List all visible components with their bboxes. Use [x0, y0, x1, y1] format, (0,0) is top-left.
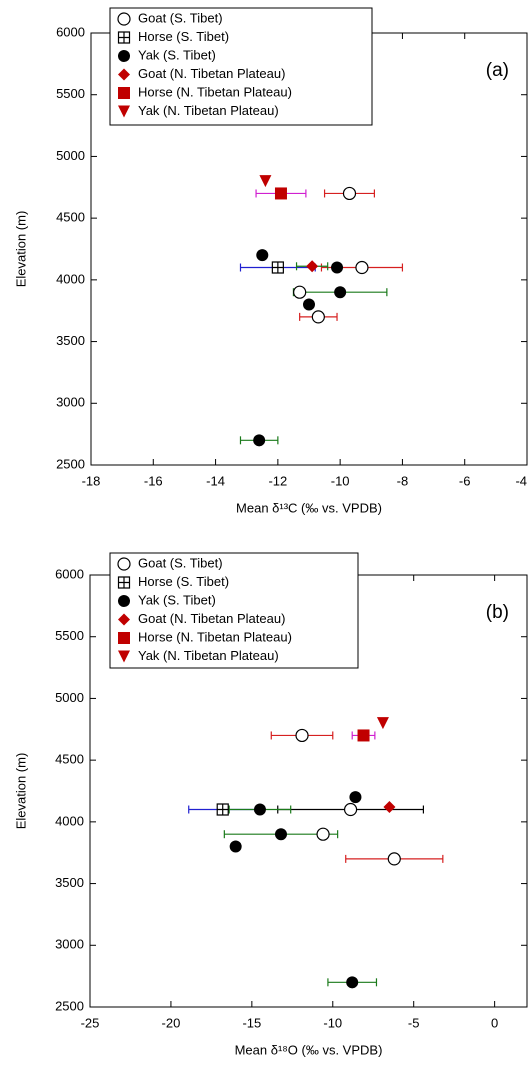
y-tick-label: 3000 — [55, 937, 84, 952]
y-tick-label: 4500 — [55, 752, 84, 767]
x-tick-label: -6 — [459, 473, 471, 488]
x-tick-label: -18 — [82, 473, 101, 488]
x-tick-label: -12 — [268, 473, 287, 488]
marker — [293, 285, 307, 299]
legend-label: Yak (S. Tibet) — [138, 47, 216, 62]
legend: Goat (S. Tibet) Horse (S. Tibet) Yak (S. T… — [109, 7, 373, 126]
marker — [274, 828, 287, 841]
marker — [118, 632, 130, 644]
x-tick-label: -8 — [397, 473, 409, 488]
marker — [259, 175, 272, 188]
marker — [316, 827, 330, 841]
x-tick-label: -15 — [242, 1015, 261, 1030]
legend-label: Goat (S. Tibet) — [138, 555, 223, 570]
legend-label: Horse (N. Tibetan Plateau) — [138, 84, 292, 99]
marker — [253, 803, 266, 816]
legend-label: Goat (S. Tibet) — [138, 10, 223, 25]
marker — [118, 87, 130, 99]
x-tick-label: -10 — [331, 473, 350, 488]
marker — [311, 310, 325, 324]
y-tick-label: 2500 — [56, 456, 85, 471]
marker — [253, 434, 266, 447]
marker — [343, 802, 358, 817]
legend-box — [109, 552, 359, 669]
legend-label: Goat (N. Tibetan Plateau) — [138, 66, 285, 81]
y-tick-label: 4500 — [56, 210, 85, 225]
marker — [118, 650, 130, 663]
panel-label: (a) — [486, 60, 509, 81]
marker — [117, 31, 131, 44]
legend-label: Horse (S. Tibet) — [138, 574, 229, 589]
legend-label: Goat (N. Tibetan Plateau) — [138, 611, 285, 626]
y-tick-label: 4000 — [55, 813, 84, 828]
x-axis-label: Mean δ¹³C (‰ vs. VPDB) — [236, 500, 382, 515]
x-tick-label: -14 — [206, 473, 225, 488]
marker — [346, 976, 359, 989]
legend-label: Horse (N. Tibetan Plateau) — [138, 629, 292, 644]
x-tick-label: -25 — [81, 1015, 100, 1030]
y-tick-label: 5500 — [55, 628, 84, 643]
y-tick-label: 6000 — [56, 24, 85, 39]
x-tick-label: 0 — [491, 1015, 498, 1030]
legend: Goat (S. Tibet) Horse (S. Tibet) Yak (S. T… — [109, 552, 359, 669]
marker — [303, 298, 315, 311]
marker — [118, 595, 130, 607]
panel-label: (b) — [486, 602, 509, 623]
marker — [117, 12, 131, 26]
y-tick-label: 5500 — [56, 86, 85, 101]
marker — [383, 801, 396, 814]
marker — [349, 791, 362, 804]
y-tick-label: 3500 — [56, 333, 85, 348]
x-axis-label: Mean δ¹⁸O (‰ vs. VPDB) — [235, 1042, 383, 1057]
marker — [118, 613, 130, 626]
marker — [118, 50, 130, 62]
y-axis-label: Elevation (m) — [13, 753, 28, 830]
y-tick-label: 6000 — [55, 566, 84, 581]
marker — [334, 286, 347, 299]
marker — [387, 852, 401, 866]
marker — [357, 729, 370, 742]
x-tick-label: -16 — [144, 473, 163, 488]
y-tick-label: 3500 — [55, 875, 84, 890]
y-tick-label: 2500 — [55, 998, 84, 1013]
y-axis-label: Elevation (m) — [13, 211, 28, 288]
marker — [295, 728, 309, 743]
x-tick-label: -20 — [162, 1015, 181, 1030]
y-tick-label: 5000 — [56, 148, 85, 163]
marker — [117, 576, 131, 589]
marker — [216, 803, 229, 816]
marker — [271, 261, 284, 274]
x-tick-label: -5 — [408, 1015, 420, 1030]
legend-label: Yak (N. Tibetan Plateau) — [138, 103, 279, 118]
marker — [229, 840, 242, 853]
marker — [256, 249, 269, 262]
marker — [355, 260, 369, 275]
y-tick-label: 3000 — [56, 395, 85, 410]
y-tick-label: 5000 — [55, 690, 84, 705]
marker — [117, 557, 131, 571]
marker — [274, 187, 287, 200]
x-tick-label: -4 — [515, 473, 527, 488]
legend-label: Horse (S. Tibet) — [138, 29, 229, 44]
legend-label: Yak (S. Tibet) — [138, 592, 216, 607]
marker — [118, 68, 130, 81]
marker — [118, 105, 130, 118]
marker — [376, 717, 389, 730]
x-tick-label: -10 — [323, 1015, 342, 1030]
legend-box — [109, 7, 373, 126]
marker — [306, 260, 319, 273]
y-tick-label: 4000 — [56, 271, 85, 286]
legend-label: Yak (N. Tibetan Plateau) — [138, 648, 279, 663]
marker — [342, 186, 357, 201]
marker — [331, 261, 344, 274]
